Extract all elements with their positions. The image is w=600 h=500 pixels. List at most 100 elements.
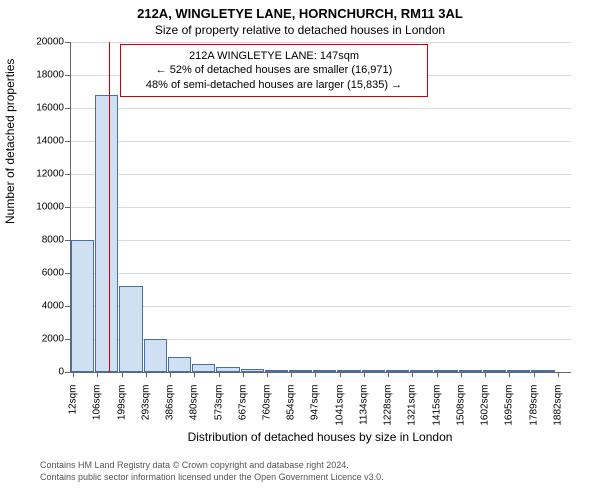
histogram-bar [386,370,409,372]
xtick-mark [364,372,365,377]
xtick-mark [485,372,486,377]
histogram-bar [95,95,118,372]
ytick-mark [65,372,70,373]
marker-line [109,42,110,372]
annotation-line2: ← 52% of detached houses are smaller (16… [129,63,419,77]
gridline-h [71,273,571,274]
histogram-bar [337,370,360,372]
histogram-bar [507,370,530,372]
xtick-label: 854sqm [286,385,297,435]
xtick-label: 573sqm [213,385,224,435]
gridline-h [71,306,571,307]
histogram-bar [434,370,457,372]
ytick-mark [65,141,70,142]
xtick-mark [291,372,292,377]
xtick-label: 1602sqm [480,385,491,435]
xtick-mark [412,372,413,377]
xtick-label: 1228sqm [383,385,394,435]
ytick-label: 18000 [24,70,64,81]
gridline-h [71,174,571,175]
histogram-bar [119,286,142,372]
xtick-label: 1695sqm [504,385,515,435]
footer-line2: Contains public sector information licen… [40,472,384,484]
ytick-label: 4000 [24,301,64,312]
ytick-mark [65,75,70,76]
xtick-label: 12sqm [68,385,79,435]
xtick-label: 947sqm [310,385,321,435]
gridline-h [71,240,571,241]
ytick-mark [65,42,70,43]
histogram-bar [71,240,94,372]
gridline-h [71,141,571,142]
y-axis-label: Number of detached properties [3,204,17,224]
xtick-mark [388,372,389,377]
histogram-bar [168,357,191,372]
xtick-label: 480sqm [189,385,200,435]
xtick-label: 1882sqm [552,385,563,435]
footer-line1: Contains HM Land Registry data © Crown c… [40,460,384,472]
ytick-label: 14000 [24,136,64,147]
footer-text: Contains HM Land Registry data © Crown c… [40,460,384,483]
gridline-h [71,108,571,109]
histogram-bar [313,370,336,372]
xtick-mark [194,372,195,377]
ytick-mark [65,339,70,340]
histogram-bar [362,370,385,372]
xtick-label: 1041sqm [334,385,345,435]
ytick-label: 8000 [24,235,64,246]
xtick-mark [509,372,510,377]
xtick-mark [219,372,220,377]
gridline-h [71,42,571,43]
histogram-bar [410,370,433,372]
ytick-label: 6000 [24,268,64,279]
xtick-mark [558,372,559,377]
ytick-mark [65,306,70,307]
xtick-label: 760sqm [261,385,272,435]
xtick-mark [461,372,462,377]
xtick-label: 1321sqm [407,385,418,435]
ytick-mark [65,240,70,241]
ytick-mark [65,207,70,208]
histogram-bar [483,370,506,372]
xtick-label: 106sqm [92,385,103,435]
ytick-label: 12000 [24,169,64,180]
ytick-mark [65,174,70,175]
histogram-bar [144,339,167,372]
xtick-mark [170,372,171,377]
xtick-label: 1508sqm [455,385,466,435]
xtick-mark [315,372,316,377]
histogram-bar [192,364,215,372]
xtick-label: 386sqm [165,385,176,435]
annotation-box: 212A WINGLETYE LANE: 147sqm ← 52% of det… [120,44,428,97]
xtick-label: 1134sqm [358,385,369,435]
xtick-mark [437,372,438,377]
histogram-bar [531,370,554,372]
xtick-label: 1789sqm [528,385,539,435]
xtick-mark [534,372,535,377]
xtick-mark [243,372,244,377]
chart-title: 212A, WINGLETYE LANE, HORNCHURCH, RM11 3… [0,0,600,21]
xtick-mark [146,372,147,377]
histogram-bar [289,370,312,372]
ytick-label: 20000 [24,37,64,48]
ytick-mark [65,108,70,109]
ytick-label: 0 [24,367,64,378]
histogram-bar [241,369,264,372]
xtick-mark [73,372,74,377]
xtick-label: 293sqm [140,385,151,435]
gridline-h [71,207,571,208]
ytick-label: 2000 [24,334,64,345]
annotation-line1: 212A WINGLETYE LANE: 147sqm [129,49,419,63]
xtick-mark [340,372,341,377]
histogram-bar [216,367,239,372]
chart-subtitle: Size of property relative to detached ho… [0,21,600,37]
ytick-label: 16000 [24,103,64,114]
xtick-mark [122,372,123,377]
histogram-bar [459,370,482,372]
xtick-mark [97,372,98,377]
xtick-label: 199sqm [116,385,127,435]
ytick-label: 10000 [24,202,64,213]
xtick-label: 667sqm [237,385,248,435]
histogram-bar [265,370,288,372]
annotation-line3: 48% of semi-detached houses are larger (… [129,78,419,92]
